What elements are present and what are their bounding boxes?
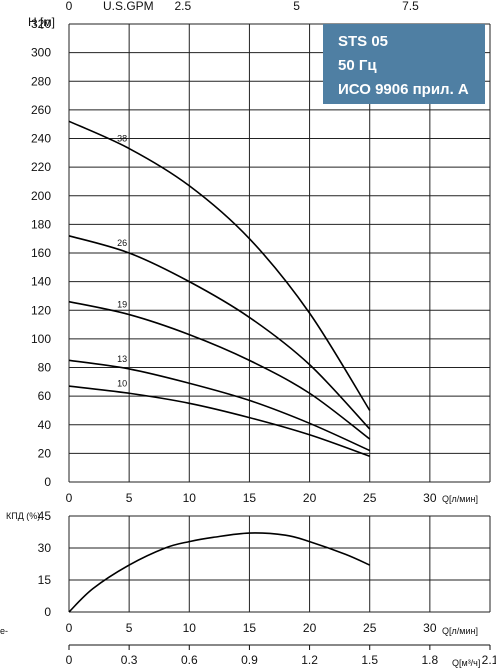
y-tick-label: 120 [31, 303, 51, 317]
head-curves: 38 26 19 13 10 [68, 120, 371, 457]
curve-label-13: 13 [117, 354, 127, 364]
y-tick-label: 100 [31, 332, 51, 346]
title-box-background [323, 24, 485, 104]
y-tick-label: 240 [31, 132, 51, 146]
m3-tick-label: 1.2 [301, 653, 318, 667]
gpm-axis-label: U.S.GPM [103, 0, 154, 13]
y-tick-label: 280 [31, 74, 51, 88]
x-tick-label: 0 [66, 621, 73, 635]
efficiency-x-axis-label: Q[л/мин] [442, 626, 478, 636]
title-box-line-1: STS 05 [338, 33, 388, 50]
x-tick-label: 5 [126, 491, 133, 505]
efficiency-curves [68, 532, 371, 613]
curve-label-38: 38 [117, 134, 127, 144]
m3-tick-label: 0.9 [241, 653, 258, 667]
curve-efficiency [68, 532, 371, 613]
curve-label-19: 19 [117, 300, 127, 310]
gpm-tick-label: 2.5 [174, 0, 191, 13]
curve-19 [68, 300, 371, 440]
gpm-tick-label: 0 [66, 0, 73, 13]
curve-label-26: 26 [117, 238, 127, 248]
y-tick-label: 220 [31, 160, 51, 174]
x-tick-label: 25 [363, 491, 377, 505]
m3-tick-label: 0.6 [181, 653, 198, 667]
gpm-tick-labels: 0 2.5 5 7.5 [66, 0, 419, 13]
efficiency-axis-label: КПД (%) [6, 511, 40, 521]
title-box-line-3: ИСО 9906 прил. A [338, 81, 469, 98]
y-tick-label: 200 [31, 189, 51, 203]
x-tick-label: 20 [303, 621, 317, 635]
y-tick-label: 160 [31, 246, 51, 260]
curve-10 [68, 385, 370, 457]
y-tick-label: 30 [38, 541, 52, 555]
y-tick-label: 260 [31, 103, 51, 117]
head-x-axis-label: Q[л/мин] [442, 494, 478, 504]
m3-tick-label: 2.1 [482, 653, 496, 667]
curve-26 [68, 235, 371, 430]
title-box: STS 05 50 Гц ИСО 9906 прил. A [323, 24, 485, 104]
y-tick-label: 40 [38, 418, 52, 432]
x-tick-label: 10 [183, 621, 197, 635]
x-tick-label: 25 [363, 621, 377, 635]
curve-label-10: 10 [117, 378, 127, 388]
x-tick-label: 30 [423, 621, 437, 635]
head-tick-labels: 0204060801001201401601802002202402602803… [31, 17, 437, 505]
edge-fragment: e- [0, 626, 8, 636]
x-tick-label: 15 [243, 491, 257, 505]
x-tick-label: 15 [243, 621, 257, 635]
m3-tick-label: 0 [66, 653, 73, 667]
y-tick-label: 180 [31, 217, 51, 231]
y-tick-label: 0 [44, 475, 51, 489]
m3-tick-label: 1.8 [422, 653, 439, 667]
y-tick-label: 0 [44, 605, 51, 619]
m3-axis-label: Q[м³/ч] [452, 658, 480, 668]
efficiency-grid [68, 515, 491, 613]
title-box-line-2: 50 Гц [338, 57, 377, 74]
m3-tick-label: 1.5 [361, 653, 378, 667]
x-tick-label: 30 [423, 491, 437, 505]
y-tick-label: 140 [31, 275, 51, 289]
y-tick-label: 320 [31, 17, 51, 31]
head-grid [68, 23, 491, 483]
curve-13 [68, 359, 371, 452]
y-tick-label: 80 [38, 361, 52, 375]
efficiency-tick-labels: 0 15 30 45 0 5 10 15 20 25 30 [38, 509, 437, 635]
y-tick-label: 300 [31, 46, 51, 60]
m3-tick-labels: 0 0.3 0.6 0.9 1.2 1.5 1.8 2.1 [66, 645, 496, 667]
y-tick-label: 15 [38, 573, 52, 587]
y-tick-label: 20 [38, 446, 52, 460]
y-tick-label: 60 [38, 389, 52, 403]
head-axis-label: H [м] [28, 15, 55, 29]
m3-tick-label: 0.3 [121, 653, 138, 667]
gpm-tick-label: 5 [293, 0, 300, 13]
gpm-tick-label: 7.5 [402, 0, 419, 13]
x-tick-label: 5 [126, 621, 133, 635]
curve-38 [68, 120, 371, 411]
x-tick-label: 10 [183, 491, 197, 505]
y-tick-label: 45 [38, 509, 52, 523]
x-tick-label: 0 [66, 491, 73, 505]
x-tick-label: 20 [303, 491, 317, 505]
